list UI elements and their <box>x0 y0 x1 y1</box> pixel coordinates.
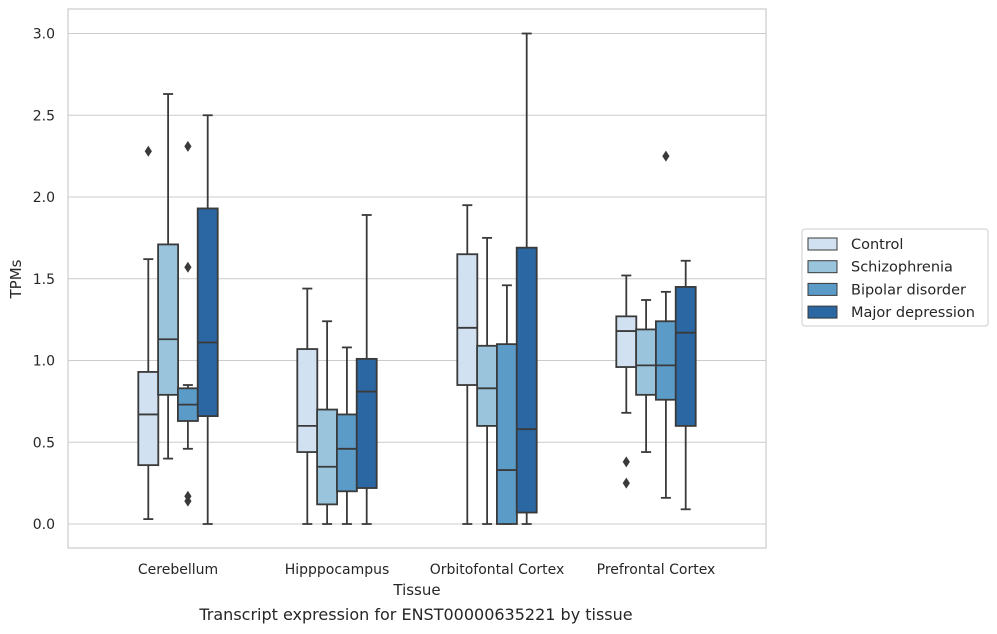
y-tick-label: 0.5 <box>33 435 55 451</box>
box-bipolar-disorder <box>335 346 358 525</box>
box-major-depression <box>196 114 219 525</box>
box-body <box>316 408 339 506</box>
box-body <box>137 371 160 467</box>
y-tick-label: 2.5 <box>33 108 55 124</box>
box-control <box>296 287 319 525</box>
box-control <box>456 204 479 525</box>
outlier-point <box>622 456 630 468</box>
legend-label: Schizophrenia <box>851 260 953 276</box>
y-tick-label: 2.0 <box>33 190 55 206</box>
y-tick-labels: 0.0 0.5 1.0 1.5 2.0 2.5 3.0 <box>33 27 55 534</box>
outlier-point <box>662 150 670 162</box>
legend: Control Schizophrenia Bipolar disorder Majo… <box>801 228 989 327</box>
y-tick-label: 1.0 <box>33 354 55 370</box>
x-axis-label: Tissue <box>392 581 440 599</box>
legend-swatch <box>807 305 838 319</box>
outlier-point <box>184 261 192 273</box>
x-tick-label: Hipppocampus <box>285 562 390 578</box>
box-body <box>655 320 677 401</box>
plot-area <box>137 32 697 525</box>
box-schizophrenia <box>476 236 499 525</box>
x-tick-label: Cerebellum <box>138 562 218 578</box>
box-bipolar-disorder <box>495 284 518 525</box>
box-major-depression <box>674 259 697 511</box>
box-body <box>157 243 180 396</box>
box-major-depression <box>355 214 378 525</box>
y-tick-label: 0.0 <box>33 517 55 533</box>
outlier-point <box>622 477 630 489</box>
box-control <box>137 145 160 520</box>
legend-swatch <box>807 260 838 274</box>
x-tick-labels: Cerebellum Hipppocampus Orbitofontal Corte… <box>138 562 715 578</box>
box-body <box>456 253 479 386</box>
box-bipolar-disorder <box>655 150 677 499</box>
box-body <box>355 357 378 489</box>
box-major-depression <box>515 32 538 525</box>
box-body <box>674 286 697 427</box>
legend-frame <box>801 228 989 327</box>
box-body <box>635 328 657 396</box>
x-tick-label: Orbitofontal Cortex <box>430 562 565 578</box>
box-body <box>196 207 219 417</box>
legend-label: Control <box>851 237 903 253</box>
gridlines <box>68 33 766 525</box>
outlier-point <box>184 140 192 152</box>
legend-label: Major depression <box>851 305 975 321</box>
outlier-point <box>144 145 152 157</box>
figure-caption: Transcript expression for ENST0000063522… <box>199 605 633 624</box>
box-body <box>296 348 319 453</box>
box-body <box>515 246 538 514</box>
y-tick-label: 1.5 <box>33 272 55 288</box>
legend-swatch <box>807 282 838 296</box>
box-schizophrenia <box>635 299 657 453</box>
legend-label: Bipolar disorder <box>851 282 966 298</box>
box-control <box>615 274 638 489</box>
box-body <box>615 315 638 368</box>
y-axis-label: TPMs <box>7 259 25 299</box>
outlier-point <box>184 495 192 507</box>
y-tick-label: 3.0 <box>33 27 55 43</box>
box-body <box>495 343 518 525</box>
box-body <box>335 413 358 493</box>
legend-swatch <box>807 237 838 251</box>
box-schizophrenia <box>316 320 339 525</box>
x-tick-label: Prefrontal Cortex <box>597 562 716 578</box>
box-schizophrenia <box>157 93 180 460</box>
box-body <box>476 344 499 427</box>
plot-frame <box>67 8 767 549</box>
box-bipolar-disorder <box>176 140 199 507</box>
